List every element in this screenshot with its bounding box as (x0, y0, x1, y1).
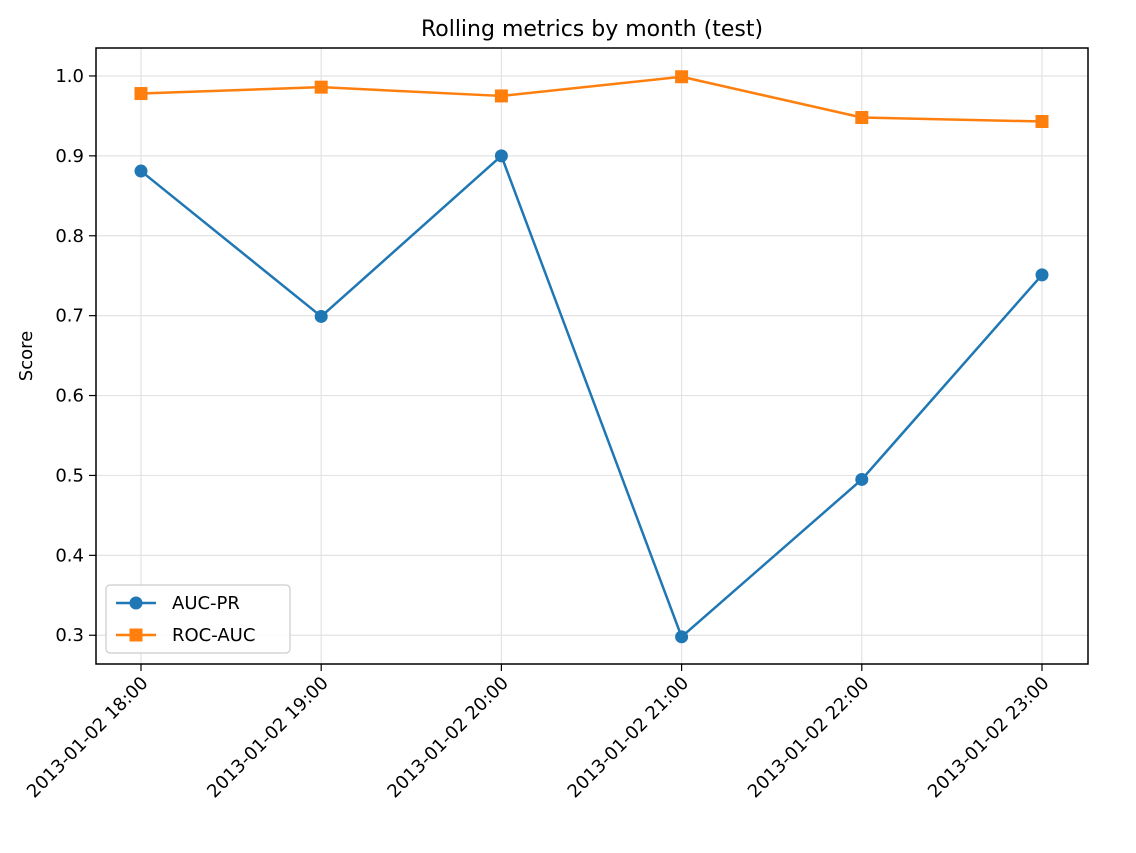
grid (96, 48, 1088, 664)
data-point-roc-auc (675, 70, 689, 84)
legend-marker (129, 596, 143, 610)
data-point-auc-pr (1035, 268, 1049, 282)
y-tick-label: 1.0 (55, 66, 84, 87)
legend-item-roc-auc: ROC-AUC (116, 625, 255, 646)
y-tick-label: 0.5 (55, 465, 84, 486)
y-tick-label: 0.9 (55, 146, 84, 167)
x-tick-label: 2013-01-02 18:00 (23, 673, 153, 803)
data-point-roc-auc (134, 87, 148, 101)
x-tick-label: 2013-01-02 21:00 (564, 673, 694, 803)
legend-marker (129, 628, 143, 642)
data-point-auc-pr (314, 309, 328, 323)
x-tick-label: 2013-01-02 20:00 (383, 673, 513, 803)
series-roc-auc (134, 70, 1049, 129)
y-axis: 0.3 0.4 0.5 0.6 0.7 0.8 0.9 1.0 (55, 66, 96, 646)
legend-label: ROC-AUC (172, 625, 255, 646)
series-auc-pr (134, 149, 1049, 644)
x-tick-label: 2013-01-02 22:00 (744, 673, 874, 803)
x-tick-label: 2013-01-02 23:00 (924, 673, 1054, 803)
legend-item-auc-pr: AUC-PR (116, 593, 240, 614)
plot-frame (95, 47, 1089, 665)
chart-title: Rolling metrics by month (test) (421, 17, 763, 42)
series-line-roc-auc (140, 75, 1043, 123)
y-tick-label: 0.4 (55, 545, 84, 566)
data-point-auc-pr (855, 472, 869, 486)
legend: AUC-PR ROC-AUC (105, 584, 291, 654)
data-point-roc-auc (314, 80, 328, 94)
y-axis-label: Score (16, 331, 37, 381)
data-point-roc-auc (494, 89, 508, 103)
y-tick-label: 0.6 (55, 386, 84, 407)
data-point-auc-pr (134, 164, 148, 178)
series-layer (134, 70, 1049, 644)
data-point-roc-auc (1035, 115, 1049, 129)
y-tick-label: 0.8 (55, 226, 84, 247)
y-tick-label: 0.7 (55, 306, 84, 327)
x-axis: 2013-01-02 18:00 2013-01-02 19:00 2013-01-… (23, 664, 1054, 802)
legend-label: AUC-PR (172, 593, 240, 614)
data-point-auc-pr (675, 630, 689, 644)
y-tick-label: 0.3 (55, 625, 84, 646)
data-point-auc-pr (494, 149, 508, 163)
data-point-roc-auc (855, 111, 869, 125)
series-line-auc-pr (140, 154, 1043, 639)
x-tick-label: 2013-01-02 19:00 (203, 673, 333, 803)
